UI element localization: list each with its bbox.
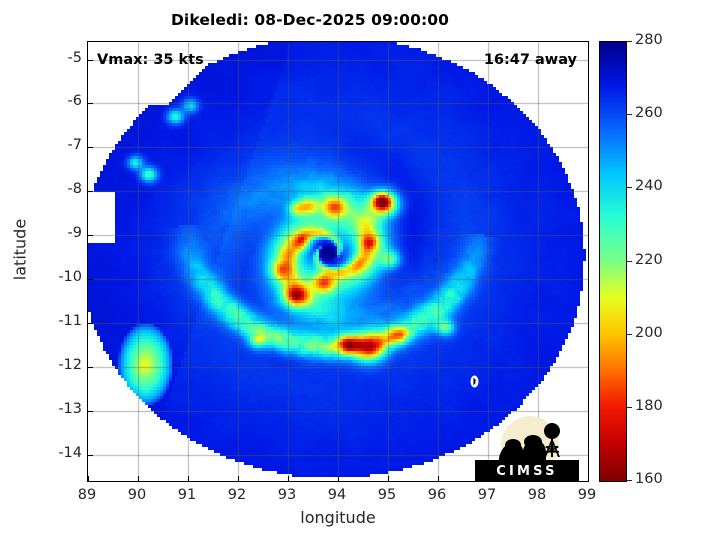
colorbar-tick-label: 180 — [635, 397, 663, 414]
figure-title: Dikeledi: 08-Dec-2025 09:00:00 — [170, 11, 450, 29]
x-tick-mark — [88, 476, 89, 481]
x-tick-label: 95 — [377, 487, 397, 503]
x-tick-label: 99 — [577, 487, 597, 503]
x-tick-label: 90 — [127, 487, 147, 503]
x-tick-label: 92 — [227, 487, 247, 503]
time-away-annotation: 16:47 away — [483, 52, 577, 68]
colorbar-tick-label: 160 — [635, 471, 663, 487]
colorbar-tick-label: 260 — [635, 105, 663, 122]
x-tick-mark — [288, 476, 289, 481]
colorbar-tick-label: 280 — [635, 32, 663, 48]
y-tick-label: -6 — [67, 93, 82, 110]
cursor-marker-icon — [470, 375, 479, 388]
x-tick-label: 97 — [477, 487, 497, 503]
y-tick-mark — [88, 103, 93, 104]
y-tick-mark — [88, 323, 93, 324]
colorbar-tick-label: 200 — [635, 324, 663, 341]
y-tick-mark — [88, 367, 93, 368]
x-tick-mark — [238, 476, 239, 481]
y-tick-label: -11 — [58, 312, 82, 329]
y-tick-mark — [88, 411, 93, 412]
y-tick-label: -9 — [67, 225, 82, 242]
y-axis-ticks: -5 -6 -7 -8 -9 -10 -11 -12 -13 -14 — [30, 41, 82, 482]
x-tick-mark — [338, 476, 339, 481]
y-tick-label: -10 — [58, 269, 82, 286]
colorbar-tick-label: 220 — [635, 251, 663, 268]
colorbar-tick-label: 240 — [635, 178, 663, 195]
x-tick-mark — [588, 476, 589, 481]
x-tick-label: 96 — [427, 487, 447, 503]
colorbar-tick-mark — [627, 114, 632, 115]
y-tick-label: -12 — [58, 356, 82, 373]
colorbar-tick-mark — [627, 41, 632, 42]
y-tick-mark — [88, 147, 93, 148]
colorbar-gradient — [600, 42, 626, 481]
x-tick-mark — [138, 476, 139, 481]
cimss-logo-text: CIMSS — [496, 464, 557, 479]
y-tick-label: -13 — [58, 400, 82, 417]
y-tick-mark — [88, 60, 93, 61]
y-tick-label: -5 — [67, 49, 82, 66]
x-tick-mark — [188, 476, 189, 481]
x-axis-label: longitude — [300, 508, 376, 527]
x-tick-mark — [438, 476, 439, 481]
x-tick-mark — [388, 476, 389, 481]
x-tick-label: 94 — [327, 487, 347, 503]
colorbar[interactable] — [599, 41, 627, 482]
y-tick-label: -14 — [58, 444, 82, 461]
y-axis-label: latitude — [10, 218, 30, 281]
y-tick-label: -8 — [67, 181, 82, 198]
vmax-annotation: Vmax: 35 kts — [97, 52, 204, 68]
y-tick-mark — [88, 455, 93, 456]
x-tick-label: 91 — [177, 487, 197, 503]
cimss-logo: CIMSS — [475, 416, 579, 481]
x-tick-label: 89 — [77, 487, 97, 503]
x-tick-label: 98 — [527, 487, 547, 503]
colorbar-ticks: 280 260 240 220 200 180 160 — [627, 32, 677, 487]
colorbar-tick-mark — [627, 480, 632, 481]
y-tick-mark — [88, 235, 93, 236]
colorbar-tick-mark — [627, 407, 632, 408]
y-tick-mark — [88, 191, 93, 192]
colorbar-tick-mark — [627, 261, 632, 262]
satellite-plot-area[interactable]: Vmax: 35 kts 16:47 away — [87, 41, 589, 482]
y-tick-mark — [88, 279, 93, 280]
x-tick-label: 93 — [277, 487, 297, 503]
colorbar-tick-mark — [627, 334, 632, 335]
x-axis-ticks: 89 90 91 92 93 94 95 96 97 98 99 — [78, 487, 596, 509]
y-tick-label: -7 — [67, 137, 82, 154]
colorbar-tick-mark — [627, 187, 632, 188]
